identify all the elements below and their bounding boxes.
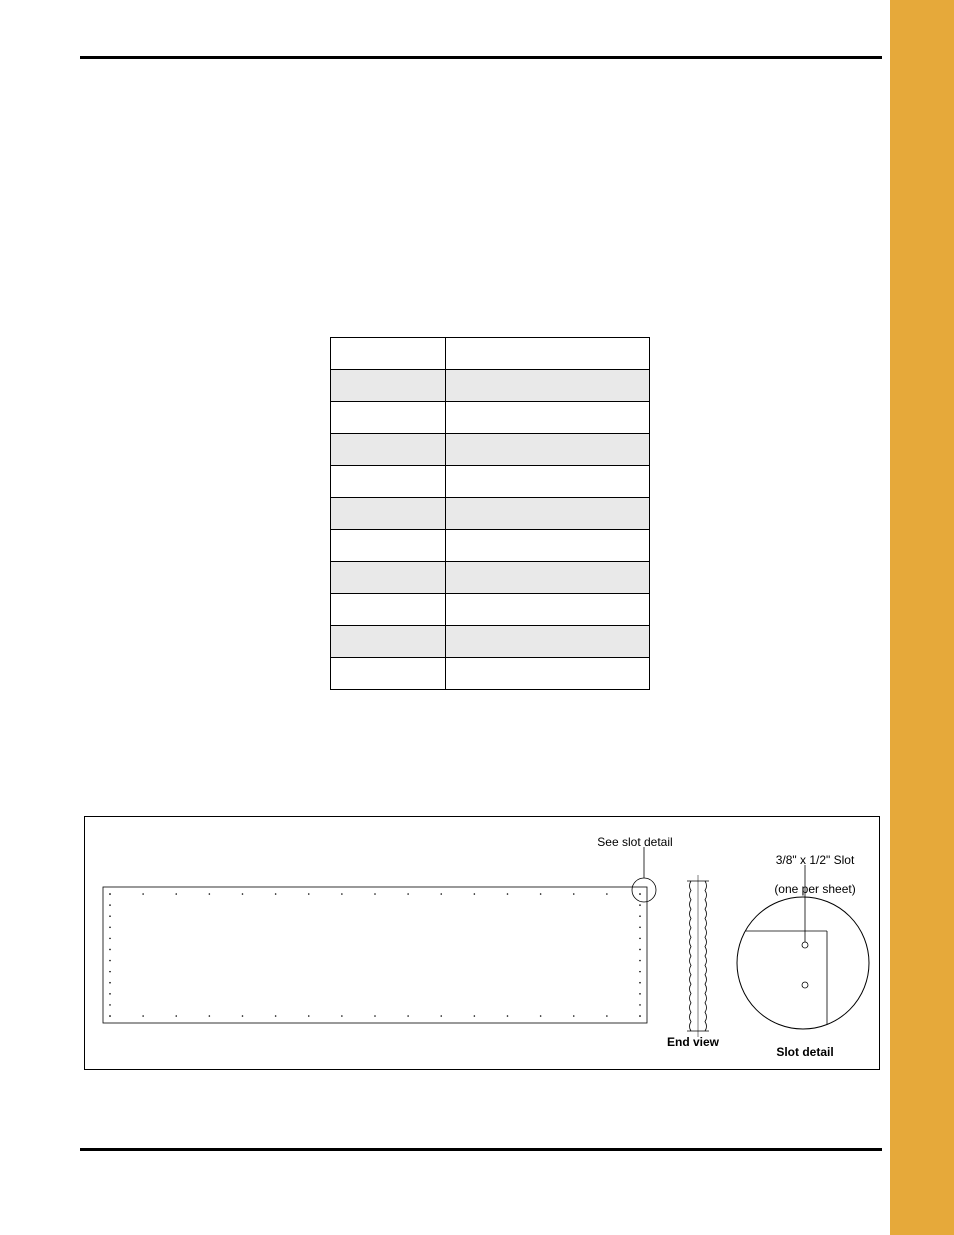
table-row — [331, 498, 650, 530]
slot-dim-label: 3/8" x 1/2" Slot (one per sheet) — [725, 839, 885, 911]
slot-detail-label: Slot detail — [755, 1045, 855, 1059]
table-row — [331, 658, 650, 690]
table-cell — [445, 370, 649, 402]
table-cell — [331, 466, 446, 498]
table-row — [331, 370, 650, 402]
table-cell — [445, 626, 649, 658]
top-rule — [80, 56, 882, 59]
table-row — [331, 562, 650, 594]
table-cell — [331, 434, 446, 466]
slot-dim-line2: (one per sheet) — [774, 882, 855, 896]
right-sidebar — [890, 0, 954, 1235]
table-cell — [331, 498, 446, 530]
table-cell — [445, 466, 649, 498]
data-table — [330, 337, 650, 690]
table-row — [331, 402, 650, 434]
table-row — [331, 466, 650, 498]
slot-callout-label: See slot detail — [575, 835, 695, 849]
table-cell — [445, 594, 649, 626]
table-cell — [331, 562, 446, 594]
bottom-rule — [80, 1148, 882, 1151]
table-row — [331, 530, 650, 562]
table-cell — [445, 498, 649, 530]
table-cell — [331, 530, 446, 562]
table-cell — [445, 658, 649, 690]
table-cell — [445, 434, 649, 466]
table-row — [331, 434, 650, 466]
table-cell — [445, 562, 649, 594]
table-cell — [331, 594, 446, 626]
table-header-b — [445, 338, 649, 370]
table-cell — [331, 370, 446, 402]
page: See slot detail 3/8" x 1/2" Slot (one pe… — [0, 0, 954, 1235]
end-view-label: End view — [653, 1035, 733, 1049]
table-cell — [445, 402, 649, 434]
table-header-row — [331, 338, 650, 370]
table-row — [331, 626, 650, 658]
table-cell — [331, 626, 446, 658]
table-cell — [331, 658, 446, 690]
table-row — [331, 594, 650, 626]
slot-dim-line1: 3/8" x 1/2" Slot — [776, 853, 855, 867]
diagram-box: See slot detail 3/8" x 1/2" Slot (one pe… — [84, 816, 880, 1070]
data-table-wrap — [330, 337, 650, 690]
table-header-a — [331, 338, 446, 370]
table-cell — [331, 402, 446, 434]
table-cell — [445, 530, 649, 562]
